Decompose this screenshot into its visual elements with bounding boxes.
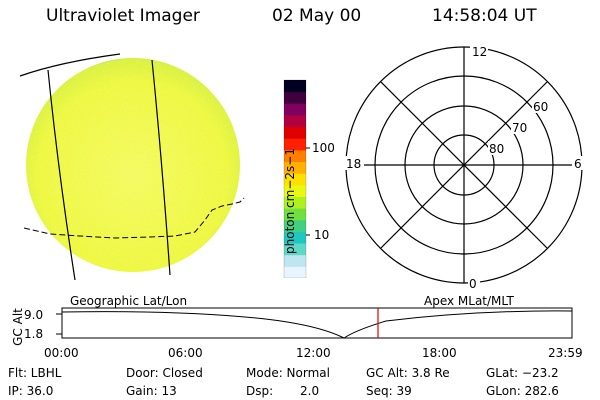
timeline-xtick-1800: 18:00 [422,346,457,360]
lat-label-60: 60 [533,100,548,114]
hour-label-18: 18 [346,157,361,171]
timeline-axis-title: GC Alt [11,308,25,346]
colorbar-band [284,126,306,139]
timeline-right-label: Apex MLat/MLT [424,294,514,308]
colorbar-band [284,80,306,93]
colorbar-tick-10: 10 [314,228,330,242]
info-filter: Flt: LBHL [8,366,62,380]
info-glon: GLon: 282.6 [486,384,559,398]
colorbar-band [284,219,306,232]
colorbar-tick-100: 100 [312,141,335,155]
timeline-xtick-0600: 06:00 [168,346,203,360]
colorbar-band [284,91,306,104]
meridian-line [47,69,76,281]
colorbar-band [284,138,306,151]
timeline-ytick-low: 1.8 [24,327,44,341]
colorbar-band [284,243,306,256]
info-gain: Gain: 13 [126,384,177,398]
earth-disk-image [19,53,245,281]
lat-label-70: 70 [512,121,527,135]
colorbar-band [284,254,306,267]
colorbar-band [284,173,306,186]
timeline-xtick-2359: 23:59 [548,346,583,360]
colorbar-band [284,266,306,278]
info-mode: Mode: Normal [246,366,330,380]
colorbar-band [284,114,306,128]
lat-label-80: 80 [489,142,504,156]
colorbar-band [284,196,306,209]
observation-time: 14:58:04 UT [432,6,537,26]
colorbar-band [284,184,306,197]
polar-plot: 12 18 6 0 80 70 60 [344,44,586,291]
info-seq: Seq: 39 [366,384,412,398]
coastline [23,197,245,239]
colorbar-band [284,161,306,174]
colorbar [283,79,310,278]
hour-label-12: 12 [472,45,487,59]
colorbar-band [284,231,306,244]
observation-date: 02 May 00 [272,6,362,26]
info-dsp-label: Dsp: [246,384,274,398]
timeline-xtick-0000: 00:00 [44,346,79,360]
altitude-timeline [56,307,573,339]
timeline-xtick-1200: 12:00 [296,346,331,360]
timeline-ytick-high: 9.0 [24,308,44,322]
hour-label-6: 6 [574,157,582,171]
colorbar-band [284,208,306,221]
colorbar-unit-label: photon cm−2s−1 [283,148,297,254]
latitude-line [19,53,121,77]
info-gc-alt: GC Alt: 3.8 Re [366,366,450,380]
meridian-line [151,59,171,276]
info-dsp-value: 2.0 [300,384,320,398]
colorbar-band [284,103,306,116]
altitude-curve [61,310,573,339]
instrument-title: Ultraviolet Imager [46,6,200,26]
info-ip: IP: 36.0 [8,384,54,398]
hour-label-0: 0 [469,277,477,291]
info-door: Door: Closed [126,366,203,380]
colorbar-band [284,149,306,163]
info-glat: GLat: −23.2 [486,366,559,380]
timeline-left-label: Geographic Lat/Lon [70,294,188,308]
